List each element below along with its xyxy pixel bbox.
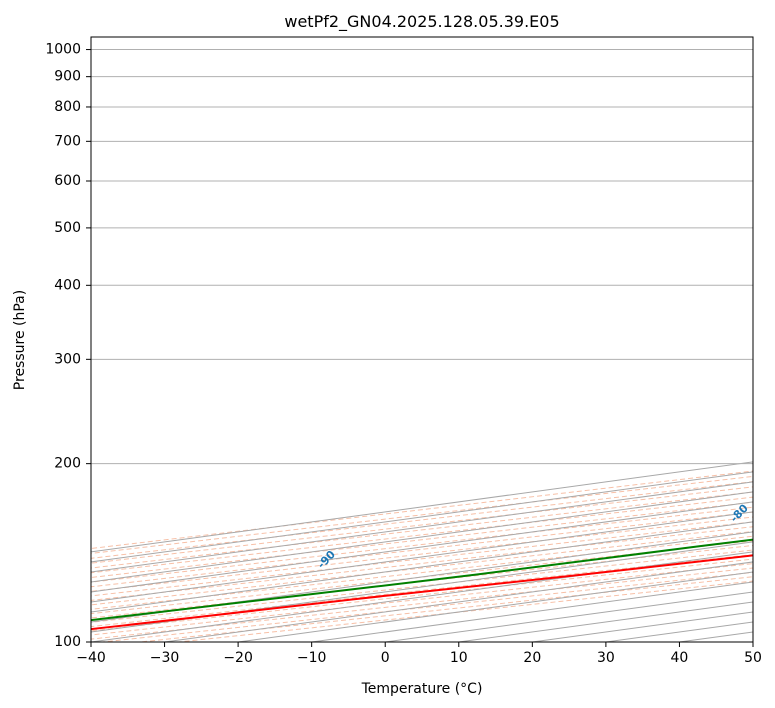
x-tick-label: −20 xyxy=(223,650,253,666)
isotherm-line xyxy=(91,551,753,642)
y-tick-label: 300 xyxy=(54,351,81,367)
y-tick-label: 200 xyxy=(54,456,81,472)
x-axis-label: Temperature (°C) xyxy=(361,681,483,697)
chart-title: wetPf2_GN04.2025.128.05.39.E05 xyxy=(284,12,559,32)
isotherm-line xyxy=(91,461,753,553)
y-tick-label: 900 xyxy=(54,69,81,85)
isotherm-line xyxy=(91,491,753,583)
isotherm-line xyxy=(91,471,753,563)
isotherm-line xyxy=(91,531,753,623)
y-tick-label: 1000 xyxy=(45,42,81,58)
y-tick-label: 500 xyxy=(54,220,81,236)
x-tick-label: 50 xyxy=(744,650,762,666)
plot-frame xyxy=(90,36,754,643)
y-tick-label: 100 xyxy=(54,634,81,650)
dry-adiabat-line xyxy=(102,571,753,642)
dry-adiabat-line xyxy=(140,576,753,642)
y-tick-label: 400 xyxy=(54,277,81,293)
isotherm-line xyxy=(91,501,753,593)
y-tick-label: 700 xyxy=(54,133,81,149)
axis-ticks: −40 −30 −20 −10 0 10 20 30 40 50 100 200 300 400 500 60… xyxy=(45,42,762,666)
isotherm-line xyxy=(752,641,753,642)
isotherm-line xyxy=(679,631,753,642)
isotherm-line xyxy=(311,581,753,642)
y-tick-label: 800 xyxy=(54,99,81,115)
isotherm-line xyxy=(458,601,753,642)
x-tick-label: 40 xyxy=(671,650,689,666)
isotherm-line xyxy=(605,621,753,642)
isotherm-line xyxy=(91,511,753,603)
isotherm-line xyxy=(91,481,753,573)
gridlines xyxy=(91,49,753,642)
x-tick-label: 0 xyxy=(381,650,390,666)
x-tick-label: 30 xyxy=(597,650,615,666)
x-tick-label: 10 xyxy=(450,650,468,666)
x-tick-label: −40 xyxy=(76,650,106,666)
isotherm-line xyxy=(91,521,753,613)
y-tick-label: 600 xyxy=(54,173,81,189)
x-tick-label: −30 xyxy=(150,650,180,666)
x-tick-label: −10 xyxy=(297,650,327,666)
y-axis-label: Pressure (hPa) xyxy=(12,290,28,390)
x-tick-label: 20 xyxy=(523,650,541,666)
